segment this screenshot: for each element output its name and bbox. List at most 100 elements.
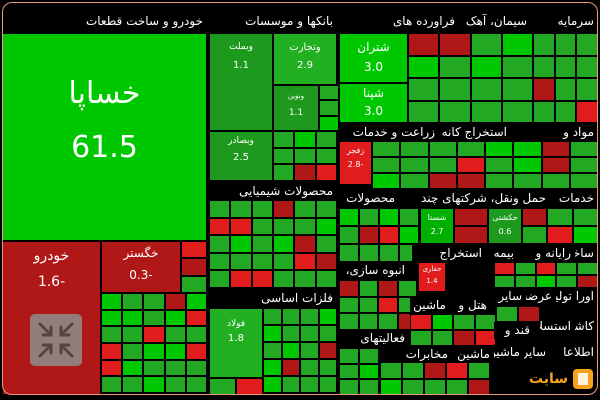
small-stock-tile[interactable] (572, 208, 598, 226)
small-stock-tile[interactable] (470, 100, 502, 123)
small-stock-tile[interactable] (185, 326, 207, 343)
small-stock-tile[interactable] (372, 173, 401, 189)
small-stock-tile[interactable] (496, 306, 518, 322)
small-stock-tile[interactable] (514, 275, 536, 288)
small-stock-tile[interactable] (554, 78, 577, 101)
small-stock-tile[interactable] (122, 309, 144, 327)
small-stock-tile[interactable] (209, 200, 231, 218)
small-stock-tile[interactable] (315, 131, 337, 148)
small-stock-tile[interactable] (576, 78, 598, 101)
small-stock-tile[interactable] (209, 378, 236, 395)
small-stock-tile[interactable] (315, 200, 337, 218)
small-stock-tile[interactable] (359, 363, 379, 380)
small-stock-tile[interactable] (273, 252, 295, 271)
small-stock-tile[interactable] (122, 293, 144, 310)
small-stock-tile[interactable] (251, 200, 273, 218)
small-stock-tile[interactable] (522, 208, 548, 226)
stock-tile-shasta[interactable]: شستا 2.7 (420, 208, 454, 244)
small-stock-tile[interactable] (470, 78, 502, 101)
small-stock-tile[interactable] (485, 141, 514, 157)
stock-tile-vbmellat[interactable]: وبملت 1.1 (209, 33, 273, 131)
small-stock-tile[interactable] (439, 78, 471, 101)
sector-header[interactable]: استخراج (412, 245, 486, 262)
sector-header[interactable]: سایر (494, 288, 526, 305)
small-stock-tile[interactable] (185, 343, 207, 360)
small-stock-tile[interactable] (251, 235, 273, 253)
small-stock-tile[interactable] (300, 376, 319, 393)
small-stock-tile[interactable] (501, 100, 533, 123)
sector-header[interactable]: انبوه سازی، (339, 262, 409, 279)
small-stock-tile[interactable] (569, 157, 598, 173)
sector-header[interactable]: ساخت (575, 245, 598, 262)
small-stock-tile[interactable] (315, 270, 337, 288)
small-stock-tile[interactable] (263, 308, 282, 325)
stock-tile-hkeshti[interactable]: حکشتی 0.6 (488, 208, 522, 244)
small-stock-tile[interactable] (556, 275, 578, 288)
small-stock-tile[interactable] (439, 33, 471, 56)
sector-header[interactable]: سیمان، آهک و (461, 13, 531, 30)
small-stock-tile[interactable] (378, 313, 398, 330)
small-stock-tile[interactable] (400, 173, 429, 189)
small-stock-tile[interactable] (294, 252, 316, 271)
stock-tile-zfajr[interactable]: زفجر 2.8- (339, 141, 372, 185)
small-stock-tile[interactable] (439, 100, 471, 123)
small-stock-tile[interactable] (251, 217, 273, 236)
small-stock-tile[interactable] (185, 359, 207, 377)
sector-header[interactable]: تولیدا (556, 288, 576, 305)
sector-header[interactable]: خودرو و ساخت قطعات (2, 13, 207, 30)
small-stock-tile[interactable] (251, 270, 273, 288)
small-stock-tile[interactable] (315, 235, 337, 253)
small-stock-tile[interactable] (339, 208, 359, 226)
small-stock-tile[interactable] (263, 342, 282, 359)
small-stock-tile[interactable] (547, 226, 573, 244)
sector-header[interactable]: فلزات اساسی (209, 290, 337, 307)
small-stock-tile[interactable] (181, 241, 207, 259)
small-stock-tile[interactable] (209, 217, 231, 236)
small-stock-tile[interactable] (164, 293, 186, 310)
small-stock-tile[interactable] (514, 262, 536, 275)
sector-header[interactable]: ماشین (410, 297, 450, 314)
small-stock-tile[interactable] (273, 131, 295, 148)
small-stock-tile[interactable] (143, 309, 165, 327)
stock-tile-khesapa[interactable]: خساپا 61.5 (2, 33, 207, 241)
small-stock-tile[interactable] (400, 141, 429, 157)
sector-header[interactable]: مخابرات (380, 346, 452, 363)
small-stock-tile[interactable] (294, 270, 316, 288)
small-stock-tile[interactable] (281, 359, 300, 376)
small-stock-tile[interactable] (453, 314, 475, 330)
small-stock-tile[interactable] (576, 33, 598, 56)
small-stock-tile[interactable] (318, 325, 337, 342)
small-stock-tile[interactable] (143, 359, 165, 377)
small-stock-tile[interactable] (399, 226, 419, 244)
small-stock-tile[interactable] (501, 78, 533, 101)
small-stock-tile[interactable] (101, 293, 123, 310)
collapse-button[interactable] (30, 314, 82, 366)
small-stock-tile[interactable] (439, 55, 471, 78)
small-stock-tile[interactable] (554, 100, 577, 123)
small-stock-tile[interactable] (359, 348, 379, 364)
sector-header[interactable]: فعالیتهای (339, 330, 409, 347)
small-stock-tile[interactable] (318, 359, 337, 376)
small-stock-tile[interactable] (143, 343, 165, 360)
small-stock-tile[interactable] (315, 217, 337, 236)
stock-tile-vtejarat[interactable]: وتجارت 2.9 (273, 33, 337, 85)
sector-header[interactable]: کاشی (575, 318, 598, 335)
small-stock-tile[interactable] (359, 379, 379, 395)
small-stock-tile[interactable] (339, 244, 359, 262)
small-stock-tile[interactable] (281, 376, 300, 393)
small-stock-tile[interactable] (251, 252, 273, 271)
small-stock-tile[interactable] (122, 343, 144, 360)
small-stock-tile[interactable] (424, 378, 446, 395)
sector-header[interactable]: محصولات شیمیایی (209, 183, 337, 200)
small-stock-tile[interactable] (101, 359, 123, 377)
small-stock-tile[interactable] (513, 141, 542, 157)
small-stock-tile[interactable] (281, 308, 300, 325)
sector-header[interactable]: بانکها و موسسات (209, 13, 337, 30)
sector-header[interactable]: زراعت و خدمات (339, 124, 439, 141)
sector-header[interactable]: اطلاعا (560, 344, 598, 361)
small-stock-tile[interactable] (294, 147, 316, 165)
sector-header[interactable]: قند و (494, 322, 534, 339)
small-stock-tile[interactable] (263, 376, 282, 393)
small-stock-tile[interactable] (281, 325, 300, 342)
small-stock-tile[interactable] (294, 200, 316, 218)
